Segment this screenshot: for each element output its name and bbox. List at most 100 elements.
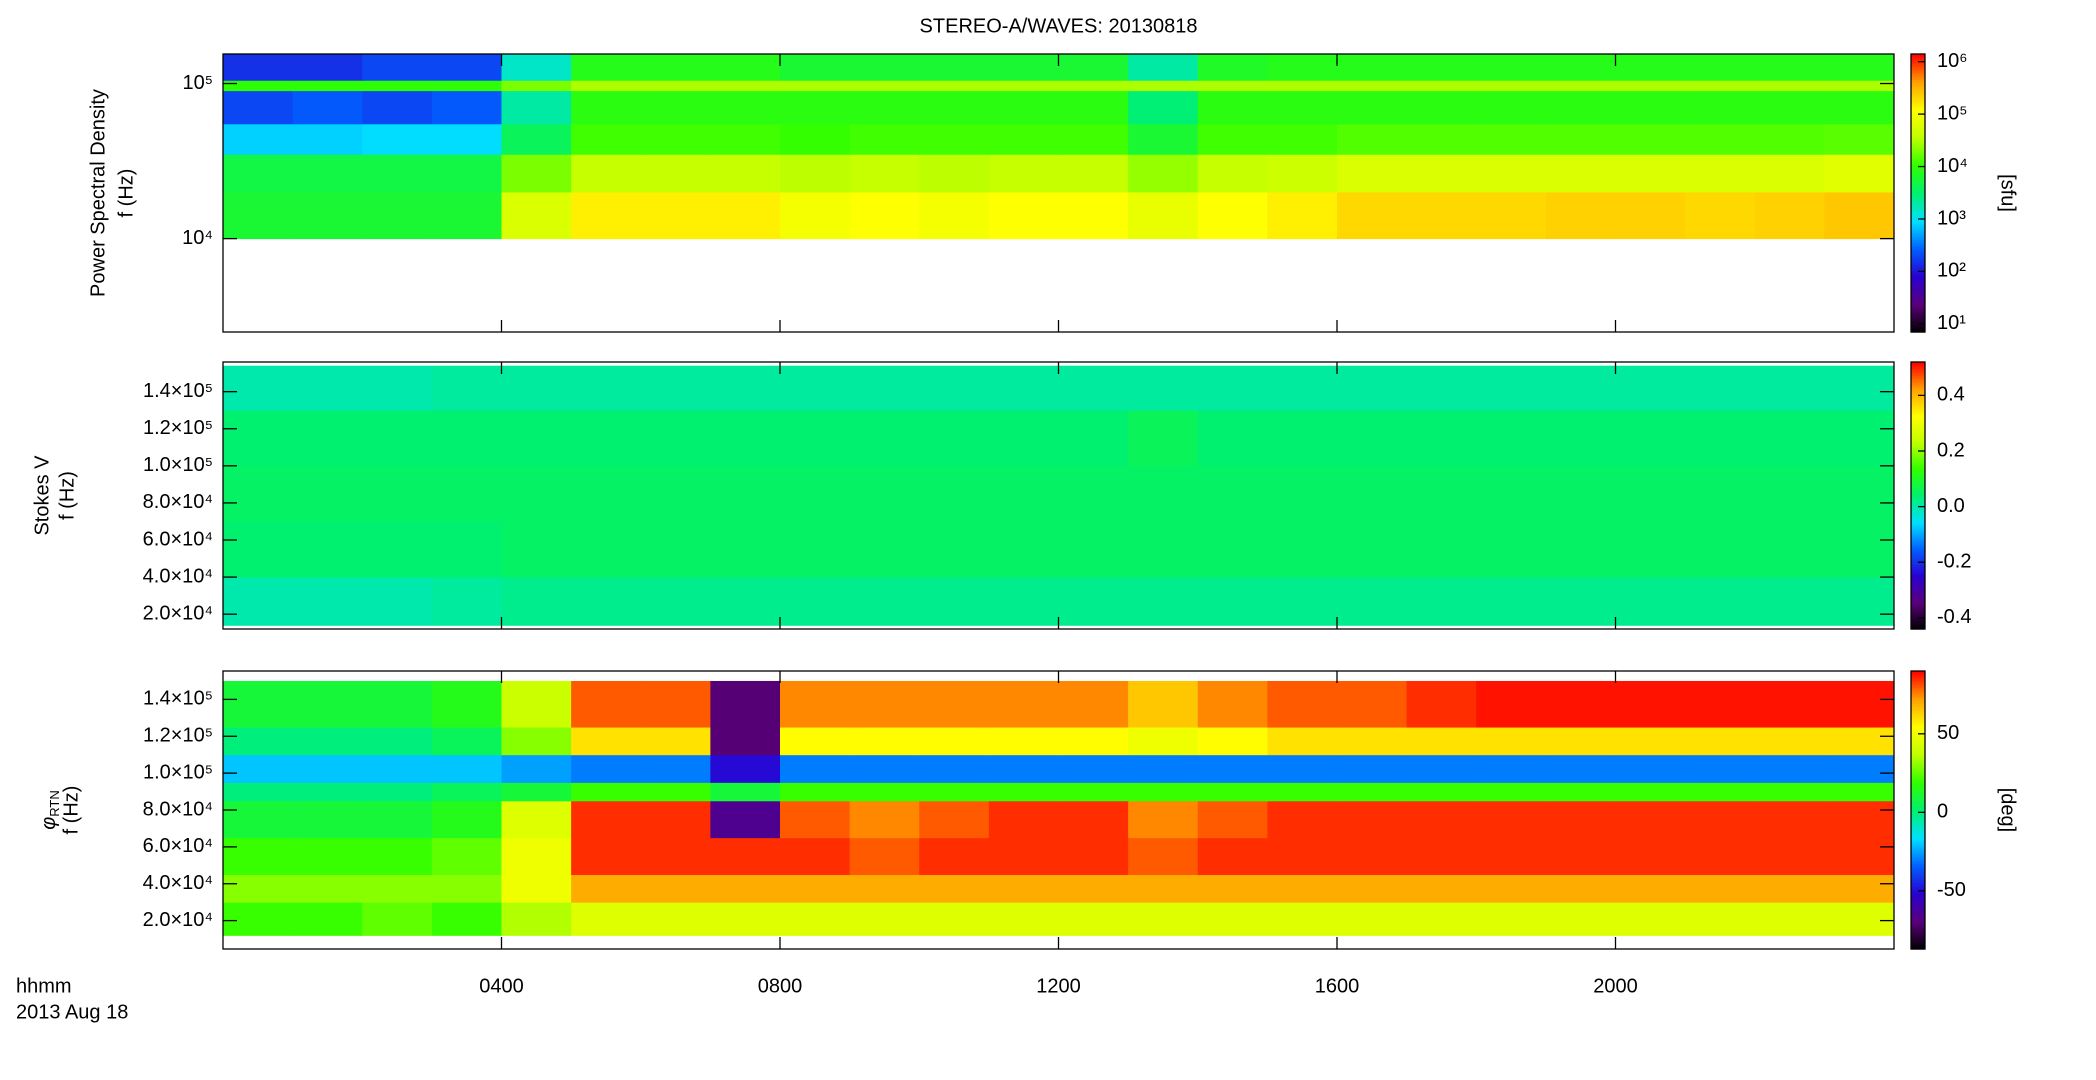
colorbar-swatch bbox=[1911, 397, 1925, 401]
colorbar-swatch bbox=[1911, 495, 1925, 499]
colorbar-swatch bbox=[1911, 278, 1925, 282]
spectrogram-cell bbox=[1197, 80, 1268, 92]
colorbar-swatch bbox=[1911, 765, 1925, 769]
spectrogram-cell bbox=[988, 782, 1059, 802]
spectrogram-cell bbox=[1128, 874, 1199, 903]
spectrogram-cell bbox=[1824, 90, 1895, 125]
colorbar-swatch bbox=[1911, 144, 1925, 148]
spectrogram-cell bbox=[1197, 191, 1268, 240]
colorbar-swatch bbox=[1911, 687, 1925, 691]
colorbar-swatch bbox=[1911, 444, 1925, 448]
colorbar-frame bbox=[1910, 670, 1926, 950]
spectrogram-cell bbox=[1476, 800, 1547, 839]
spectrogram-cell bbox=[1406, 800, 1477, 839]
colorbar-swatch bbox=[1911, 211, 1925, 215]
spectrogram-cell bbox=[1197, 754, 1268, 783]
colorbar-swatch bbox=[1911, 276, 1925, 280]
spectrogram-cell bbox=[710, 410, 781, 467]
colorbar-swatch bbox=[1911, 167, 1925, 171]
spectrogram-cell bbox=[1824, 754, 1895, 783]
spectrogram-cell bbox=[292, 837, 363, 876]
spectrogram-cell bbox=[1754, 837, 1825, 876]
colorbar-swatch bbox=[1911, 402, 1925, 405]
colorbar-swatch bbox=[1911, 174, 1925, 178]
spectrogram-cell bbox=[919, 410, 990, 467]
spectrogram-cell bbox=[1128, 800, 1199, 839]
colorbar-swatch bbox=[1911, 292, 1925, 296]
spectrogram-cell bbox=[223, 54, 294, 81]
colorbar-swatch bbox=[1911, 395, 1925, 399]
spectrogram-cell bbox=[1824, 782, 1895, 802]
spectrogram-cell bbox=[1337, 577, 1408, 626]
spectrogram-cell bbox=[292, 365, 363, 411]
spectrogram-cell bbox=[1197, 727, 1268, 756]
spectrogram-cell bbox=[849, 874, 920, 903]
spectrogram-cell bbox=[1406, 154, 1477, 193]
spectrogram-cell bbox=[362, 410, 433, 467]
spectrogram-cell bbox=[292, 874, 363, 903]
spectrogram-cell bbox=[849, 800, 920, 839]
spectrogram-cell bbox=[1754, 782, 1825, 802]
spectrogram-cell bbox=[1824, 154, 1895, 193]
colorbar-swatch bbox=[1911, 735, 1925, 739]
spectrogram-cell bbox=[1128, 410, 1199, 467]
colorbar-swatch bbox=[1911, 925, 1925, 929]
colorbar-swatch bbox=[1911, 169, 1925, 173]
spectrogram-cell bbox=[362, 191, 433, 240]
spectrogram-cell bbox=[1337, 90, 1408, 125]
colorbar-swatch bbox=[1911, 705, 1925, 709]
spectrogram-cell bbox=[849, 727, 920, 756]
spectrogram-cell bbox=[1267, 754, 1338, 783]
colorbar-swatch bbox=[1911, 65, 1925, 69]
spectrogram-cell bbox=[1406, 577, 1477, 626]
spectrogram-cell bbox=[1337, 521, 1408, 578]
colorbar-swatch bbox=[1911, 104, 1925, 108]
colorbar-swatch bbox=[1911, 285, 1925, 289]
colorbar-swatch bbox=[1911, 930, 1925, 934]
spectrogram-cell bbox=[640, 191, 711, 240]
spectrogram-cell bbox=[710, 521, 781, 578]
spectrogram-cell bbox=[1267, 90, 1338, 125]
spectrogram-cell bbox=[1337, 902, 1408, 936]
y-axis-subscript: RTN bbox=[47, 790, 62, 816]
spectrogram-cell bbox=[1476, 54, 1547, 81]
colorbar-swatch bbox=[1911, 56, 1925, 60]
colorbar-swatch bbox=[1911, 904, 1925, 908]
spectrogram-cell bbox=[640, 90, 711, 125]
colorbar-swatch bbox=[1911, 426, 1925, 430]
spectrogram-cell bbox=[1545, 902, 1616, 936]
spectrogram-cell bbox=[1545, 465, 1616, 522]
spectrogram-cell bbox=[431, 521, 502, 578]
spectrogram-cell bbox=[431, 465, 502, 522]
spectrogram-cell bbox=[1685, 54, 1756, 81]
spectrogram-cell bbox=[640, 577, 711, 626]
colorbar-swatch bbox=[1911, 125, 1925, 129]
spectrogram-cell bbox=[1615, 727, 1686, 756]
spectrogram-cell bbox=[988, 54, 1059, 81]
spectrogram-cell bbox=[1197, 577, 1268, 626]
colorbar-swatch bbox=[1911, 568, 1925, 572]
colorbar-swatch bbox=[1911, 318, 1925, 322]
y-tick-label: 8.0×10⁴ bbox=[143, 798, 213, 820]
spectrogram-cell bbox=[223, 465, 294, 522]
spectrogram-cell bbox=[1128, 837, 1199, 876]
spectrogram-cell bbox=[849, 577, 920, 626]
spectrogram-cell bbox=[1197, 902, 1268, 936]
colorbar-swatch bbox=[1911, 304, 1925, 308]
spectrogram-cell bbox=[1337, 800, 1408, 839]
spectrogram-cell bbox=[849, 54, 920, 81]
y-tick-label: 1.2×10⁵ bbox=[143, 725, 213, 747]
colorbar-tick-label: 0 bbox=[1937, 801, 1948, 823]
colorbar-swatch bbox=[1911, 186, 1925, 189]
colorbar-swatch bbox=[1911, 216, 1925, 220]
colorbar-swatch bbox=[1911, 886, 1925, 890]
colorbar-swatch bbox=[1911, 779, 1925, 783]
colorbar-swatch bbox=[1911, 724, 1925, 728]
spectrogram-cell bbox=[1476, 727, 1547, 756]
colorbar-swatch bbox=[1911, 624, 1925, 628]
colorbar-swatch bbox=[1911, 519, 1925, 523]
spectrogram-cell bbox=[640, 837, 711, 876]
colorbar-swatch bbox=[1911, 721, 1925, 725]
colorbar-swatch bbox=[1911, 701, 1925, 705]
spectrogram-cell bbox=[1545, 521, 1616, 578]
